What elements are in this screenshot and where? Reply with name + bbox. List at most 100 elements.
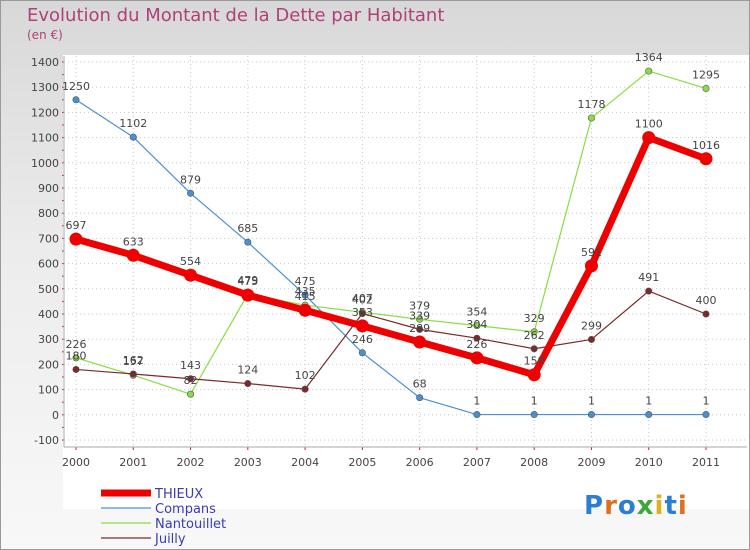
proxiti-logo: Proxiti <box>584 491 688 521</box>
data-point <box>530 328 538 336</box>
series-line-nantouillet <box>75 70 707 395</box>
data-point <box>72 96 80 104</box>
data-label: 1250 <box>62 80 90 93</box>
data-label: 1102 <box>119 117 147 130</box>
legend-label: Compans <box>155 502 216 517</box>
data-label: 1 <box>588 395 595 408</box>
data-point <box>301 385 309 393</box>
data-label: 226 <box>66 338 87 351</box>
y-tick-label: 0 <box>52 409 59 422</box>
data-point <box>126 248 140 262</box>
data-label: 304 <box>466 318 487 331</box>
data-point <box>187 390 195 398</box>
y-tick-label: 1200 <box>31 106 59 119</box>
data-label: 226 <box>466 338 487 351</box>
data-point <box>645 287 653 295</box>
series-line-thieux <box>72 134 710 379</box>
data-point <box>184 268 198 282</box>
data-label: 102 <box>295 369 316 382</box>
chart-title: Evolution du Montant de la Dette par Hab… <box>27 5 445 26</box>
y-tick-label: 100 <box>38 384 59 397</box>
x-tick-label: 2001 <box>119 456 147 469</box>
series-line-juilly <box>75 290 707 390</box>
data-point <box>301 291 309 299</box>
y-tick-label: 500 <box>38 283 59 296</box>
x-tick-label: 2002 <box>177 456 205 469</box>
data-label: 124 <box>237 364 258 377</box>
x-tick-label: 2008 <box>520 456 548 469</box>
data-point <box>358 309 366 317</box>
data-label: 400 <box>696 294 717 307</box>
data-label: 379 <box>409 299 430 312</box>
data-label: 1 <box>531 395 538 408</box>
y-tick-label: 700 <box>38 232 59 245</box>
x-tick-label: 2011 <box>692 456 720 469</box>
data-label: 1 <box>645 395 652 408</box>
data-label: 1364 <box>635 51 663 64</box>
data-point <box>702 310 710 318</box>
data-label: 246 <box>352 333 373 346</box>
data-point <box>645 411 653 419</box>
data-label: 143 <box>180 359 201 372</box>
data-label: 354 <box>466 306 487 319</box>
data-label: 407 <box>352 292 373 305</box>
data-point <box>702 411 710 419</box>
data-point <box>530 411 538 419</box>
data-label: 1178 <box>577 98 605 111</box>
y-tick-label: 800 <box>38 207 59 220</box>
data-point <box>413 335 427 349</box>
data-point <box>584 259 598 273</box>
x-tick-label: 2009 <box>577 456 605 469</box>
data-label: 633 <box>123 235 144 248</box>
data-label: 157 <box>123 355 144 368</box>
data-label: 162 <box>123 354 144 367</box>
data-label: 339 <box>409 309 430 322</box>
legend-label: THIEUX <box>154 487 203 502</box>
data-label: 475 <box>295 275 316 288</box>
y-tick-label: 1400 <box>31 56 59 69</box>
data-point <box>473 411 481 419</box>
x-tick-label: 2003 <box>234 456 262 469</box>
y-tick-label: 900 <box>38 182 59 195</box>
data-label: 353 <box>352 306 373 319</box>
data-label: 435 <box>295 285 316 298</box>
data-label: 299 <box>581 319 602 332</box>
data-point <box>416 325 424 333</box>
x-tick-label: 2004 <box>291 456 319 469</box>
data-point <box>187 375 195 383</box>
logo-letter: i <box>677 491 688 521</box>
data-point <box>244 238 252 246</box>
data-point <box>527 368 541 382</box>
data-point <box>473 322 481 330</box>
data-label: 1 <box>703 395 710 408</box>
logo-letter: t <box>664 491 678 521</box>
data-point <box>587 114 595 122</box>
data-point <box>642 131 656 145</box>
data-point <box>702 84 710 92</box>
y-tick-label: 1000 <box>31 157 59 170</box>
data-label: 1 <box>473 395 480 408</box>
data-label: 697 <box>66 219 87 232</box>
y-tick-label: 600 <box>38 258 59 271</box>
data-label: 180 <box>66 349 87 362</box>
x-tick-label: 2007 <box>463 456 491 469</box>
data-point <box>187 189 195 197</box>
data-label: 68 <box>413 378 427 391</box>
y-tick-label: 300 <box>38 333 59 346</box>
legend-label: Juilly <box>154 532 186 547</box>
data-label: 479 <box>237 274 258 287</box>
data-point <box>129 370 137 378</box>
data-point <box>530 345 538 353</box>
y-tick-label: 200 <box>38 358 59 371</box>
logo-letter: o <box>617 491 637 521</box>
data-point <box>244 380 252 388</box>
y-tick-label: 1300 <box>31 81 59 94</box>
data-point <box>645 67 653 75</box>
data-point <box>358 349 366 357</box>
data-point <box>69 232 83 246</box>
data-point <box>470 351 484 365</box>
y-tick-label: 1100 <box>31 132 59 145</box>
data-point <box>587 411 595 419</box>
logo-letter: i <box>654 491 665 521</box>
